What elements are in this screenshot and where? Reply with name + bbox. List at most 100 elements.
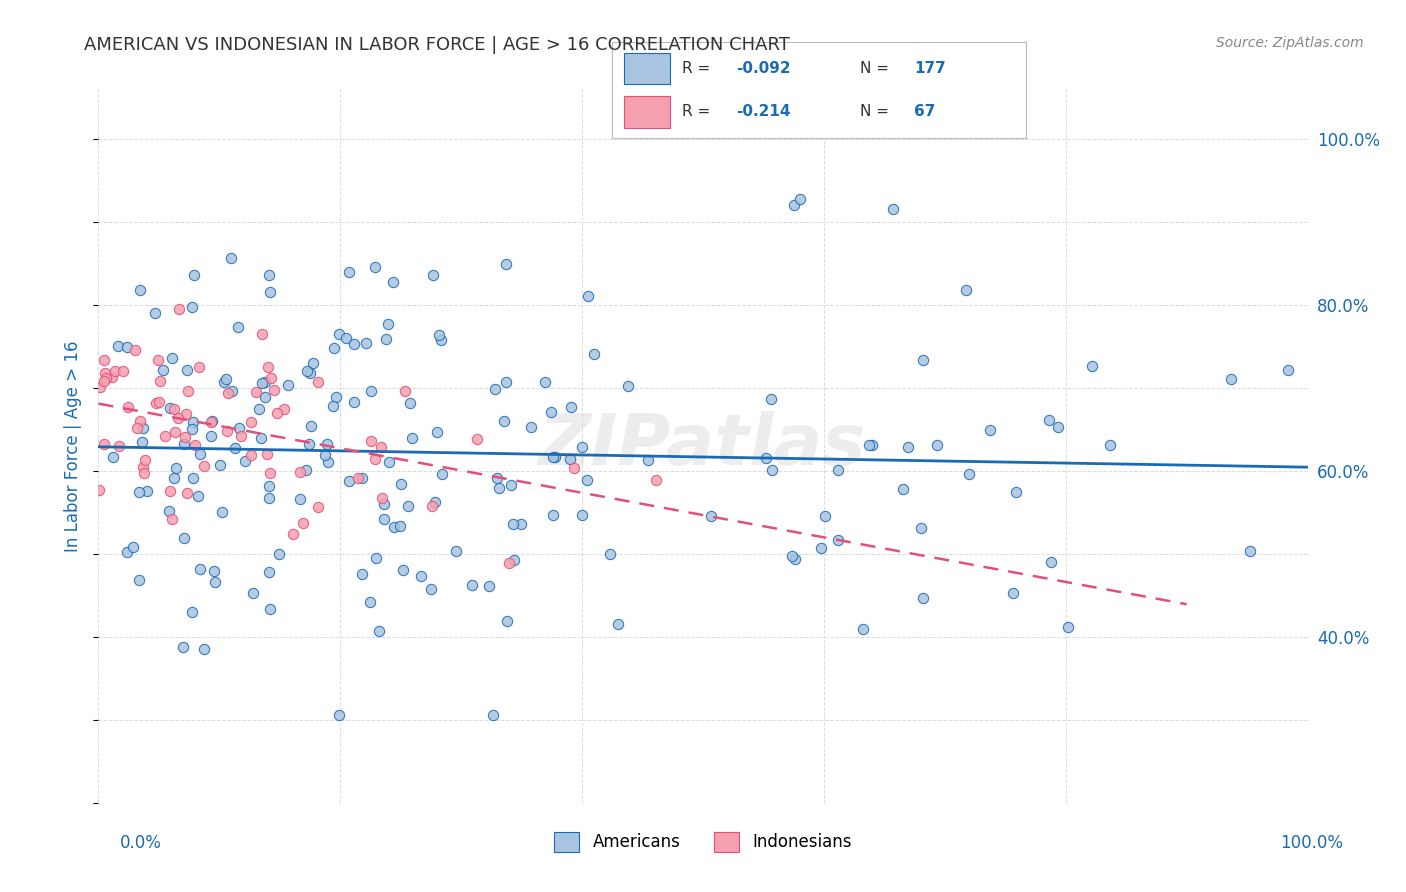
Point bbox=[299, 367, 322, 381]
Point bbox=[181, 301, 204, 315]
Point bbox=[897, 440, 920, 454]
Point bbox=[135, 483, 157, 498]
Point bbox=[782, 549, 804, 563]
Point bbox=[789, 192, 811, 206]
Point bbox=[368, 624, 391, 638]
Point bbox=[257, 566, 280, 580]
Point bbox=[607, 616, 630, 631]
Point bbox=[259, 479, 281, 493]
Point bbox=[94, 371, 117, 385]
Point bbox=[375, 332, 398, 346]
Point bbox=[273, 402, 295, 417]
Point bbox=[242, 586, 264, 600]
Point bbox=[755, 450, 778, 465]
Point bbox=[163, 471, 186, 485]
Point bbox=[124, 343, 146, 357]
Point bbox=[411, 569, 433, 583]
Point bbox=[250, 431, 273, 445]
Point bbox=[111, 364, 134, 378]
Point bbox=[212, 375, 235, 389]
Point bbox=[485, 471, 508, 485]
Point bbox=[245, 384, 267, 399]
Point bbox=[145, 396, 167, 410]
Point bbox=[174, 430, 197, 444]
Point bbox=[1057, 619, 1080, 633]
Point bbox=[502, 517, 524, 532]
Point bbox=[217, 385, 239, 400]
Point bbox=[364, 551, 387, 566]
Point bbox=[575, 473, 598, 487]
Point bbox=[392, 563, 415, 577]
Point bbox=[510, 517, 533, 532]
Legend: Americans, Indonesians: Americans, Indonesians bbox=[548, 825, 858, 859]
Point bbox=[347, 471, 370, 485]
Point bbox=[163, 402, 186, 417]
Point bbox=[226, 320, 249, 334]
Point bbox=[117, 400, 139, 414]
Point bbox=[152, 362, 174, 376]
Point bbox=[200, 429, 222, 443]
Point bbox=[955, 284, 977, 298]
Point bbox=[201, 414, 224, 428]
Point bbox=[979, 423, 1001, 437]
Point bbox=[423, 494, 446, 508]
Text: N =: N = bbox=[860, 104, 894, 120]
Point bbox=[891, 483, 914, 497]
Point bbox=[1239, 544, 1261, 558]
Point bbox=[827, 533, 849, 547]
Point bbox=[335, 331, 357, 345]
Text: N =: N = bbox=[860, 61, 894, 76]
Point bbox=[363, 451, 385, 466]
Point bbox=[181, 470, 204, 484]
Point bbox=[93, 436, 115, 450]
Point bbox=[560, 400, 582, 414]
Point bbox=[378, 455, 401, 469]
Point bbox=[499, 478, 522, 492]
Point bbox=[1047, 420, 1070, 434]
Point bbox=[101, 370, 124, 384]
Point bbox=[211, 505, 233, 519]
Point bbox=[420, 582, 443, 597]
Point bbox=[465, 433, 488, 447]
Point bbox=[488, 482, 510, 496]
Point bbox=[134, 453, 156, 467]
Point bbox=[263, 384, 285, 398]
Point bbox=[910, 521, 932, 535]
Point bbox=[637, 452, 659, 467]
Text: R =: R = bbox=[682, 61, 716, 76]
Point bbox=[343, 395, 366, 409]
Point bbox=[316, 454, 339, 468]
Point bbox=[827, 462, 849, 476]
Point bbox=[389, 477, 412, 491]
Point bbox=[560, 452, 582, 467]
Point bbox=[190, 447, 212, 461]
Point bbox=[429, 333, 451, 347]
Point bbox=[323, 341, 346, 355]
Point bbox=[783, 551, 806, 566]
Point bbox=[247, 401, 270, 416]
Point bbox=[541, 450, 564, 464]
Point bbox=[356, 335, 378, 350]
Point bbox=[128, 414, 150, 428]
Point bbox=[240, 415, 263, 429]
Point bbox=[253, 376, 276, 390]
Point bbox=[122, 540, 145, 554]
Point bbox=[1220, 372, 1243, 386]
Point bbox=[257, 491, 280, 505]
Point bbox=[911, 353, 934, 368]
Point bbox=[370, 440, 392, 454]
Point bbox=[228, 421, 250, 435]
Point bbox=[173, 437, 195, 451]
Point bbox=[495, 257, 517, 271]
Point bbox=[266, 406, 288, 420]
Point bbox=[128, 573, 150, 587]
Point bbox=[149, 374, 172, 388]
Point bbox=[852, 622, 875, 636]
Point bbox=[233, 454, 256, 468]
Point bbox=[544, 450, 567, 464]
Text: 177: 177 bbox=[914, 61, 946, 76]
Point bbox=[562, 460, 585, 475]
Point bbox=[174, 407, 197, 421]
Point bbox=[143, 306, 166, 320]
Point bbox=[484, 383, 506, 397]
